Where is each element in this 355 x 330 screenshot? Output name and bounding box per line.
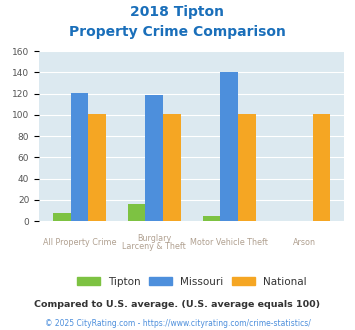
- Text: 2018 Tipton: 2018 Tipton: [131, 5, 224, 19]
- Text: Burglary: Burglary: [137, 234, 171, 243]
- Bar: [203, 216, 220, 221]
- Bar: [128, 204, 146, 221]
- Text: Motor Vehicle Theft: Motor Vehicle Theft: [190, 238, 268, 247]
- Bar: [163, 114, 181, 221]
- Text: All Property Crime: All Property Crime: [43, 238, 116, 247]
- Text: © 2025 CityRating.com - https://www.cityrating.com/crime-statistics/: © 2025 CityRating.com - https://www.city…: [45, 319, 310, 328]
- Legend: Tipton, Missouri, National: Tipton, Missouri, National: [72, 272, 311, 291]
- Text: Arson: Arson: [293, 238, 316, 247]
- Bar: [238, 114, 256, 221]
- Bar: [220, 72, 238, 221]
- Bar: [71, 93, 88, 221]
- Text: Larceny & Theft: Larceny & Theft: [122, 242, 186, 251]
- Bar: [146, 95, 163, 221]
- Bar: [88, 114, 106, 221]
- Text: Property Crime Comparison: Property Crime Comparison: [69, 25, 286, 39]
- Text: Compared to U.S. average. (U.S. average equals 100): Compared to U.S. average. (U.S. average …: [34, 300, 321, 309]
- Bar: [220, 95, 238, 221]
- Bar: [313, 114, 331, 221]
- Bar: [53, 213, 71, 221]
